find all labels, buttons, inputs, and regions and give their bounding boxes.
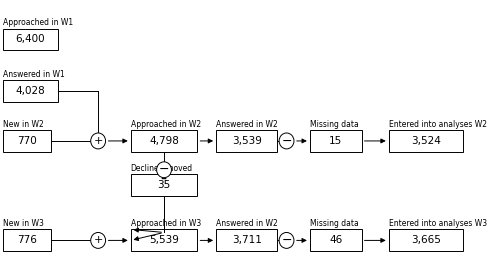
Text: 6,400: 6,400 bbox=[16, 35, 45, 44]
Text: Missing data: Missing data bbox=[310, 219, 358, 228]
Text: Answered in W2: Answered in W2 bbox=[216, 120, 278, 128]
FancyBboxPatch shape bbox=[310, 130, 362, 152]
FancyBboxPatch shape bbox=[2, 130, 51, 152]
Circle shape bbox=[279, 232, 294, 248]
FancyBboxPatch shape bbox=[388, 230, 463, 251]
Text: 3,711: 3,711 bbox=[232, 235, 262, 245]
Circle shape bbox=[279, 133, 294, 149]
Text: Entered into analyses W3: Entered into analyses W3 bbox=[388, 219, 487, 228]
FancyBboxPatch shape bbox=[216, 130, 278, 152]
Text: Entered into analyses W2: Entered into analyses W2 bbox=[388, 120, 486, 128]
FancyBboxPatch shape bbox=[388, 130, 463, 152]
Text: 46: 46 bbox=[329, 235, 342, 245]
Text: Answered in W1: Answered in W1 bbox=[2, 70, 64, 79]
FancyBboxPatch shape bbox=[2, 29, 58, 50]
Text: −: − bbox=[282, 234, 292, 247]
Text: 3,539: 3,539 bbox=[232, 136, 262, 146]
Text: 3,524: 3,524 bbox=[411, 136, 440, 146]
Circle shape bbox=[90, 232, 106, 248]
FancyBboxPatch shape bbox=[130, 130, 198, 152]
Circle shape bbox=[90, 133, 106, 149]
Text: 4,798: 4,798 bbox=[149, 136, 179, 146]
FancyBboxPatch shape bbox=[130, 174, 198, 196]
Text: 5,539: 5,539 bbox=[149, 235, 179, 245]
Text: 4,028: 4,028 bbox=[16, 86, 46, 96]
Text: New in W3: New in W3 bbox=[2, 219, 43, 228]
FancyBboxPatch shape bbox=[310, 230, 362, 251]
Text: Declined/moved: Declined/moved bbox=[130, 163, 192, 172]
Text: −: − bbox=[159, 163, 170, 176]
FancyBboxPatch shape bbox=[216, 230, 278, 251]
Text: 3,665: 3,665 bbox=[411, 235, 440, 245]
Text: 35: 35 bbox=[158, 180, 170, 190]
FancyBboxPatch shape bbox=[2, 80, 58, 102]
Text: +: + bbox=[94, 235, 103, 245]
Text: +: + bbox=[94, 136, 103, 146]
FancyBboxPatch shape bbox=[2, 230, 51, 251]
Text: Answered in W2: Answered in W2 bbox=[216, 219, 278, 228]
Circle shape bbox=[156, 162, 172, 178]
Text: −: − bbox=[282, 134, 292, 147]
Text: Approached in W2: Approached in W2 bbox=[130, 120, 200, 128]
Text: Approached in W1: Approached in W1 bbox=[2, 18, 72, 27]
Text: New in W2: New in W2 bbox=[2, 120, 43, 128]
Text: 15: 15 bbox=[329, 136, 342, 146]
Text: 770: 770 bbox=[17, 136, 36, 146]
Text: Missing data: Missing data bbox=[310, 120, 358, 128]
Text: Approached in W3: Approached in W3 bbox=[130, 219, 201, 228]
FancyBboxPatch shape bbox=[130, 230, 198, 251]
Text: 776: 776 bbox=[16, 235, 36, 245]
